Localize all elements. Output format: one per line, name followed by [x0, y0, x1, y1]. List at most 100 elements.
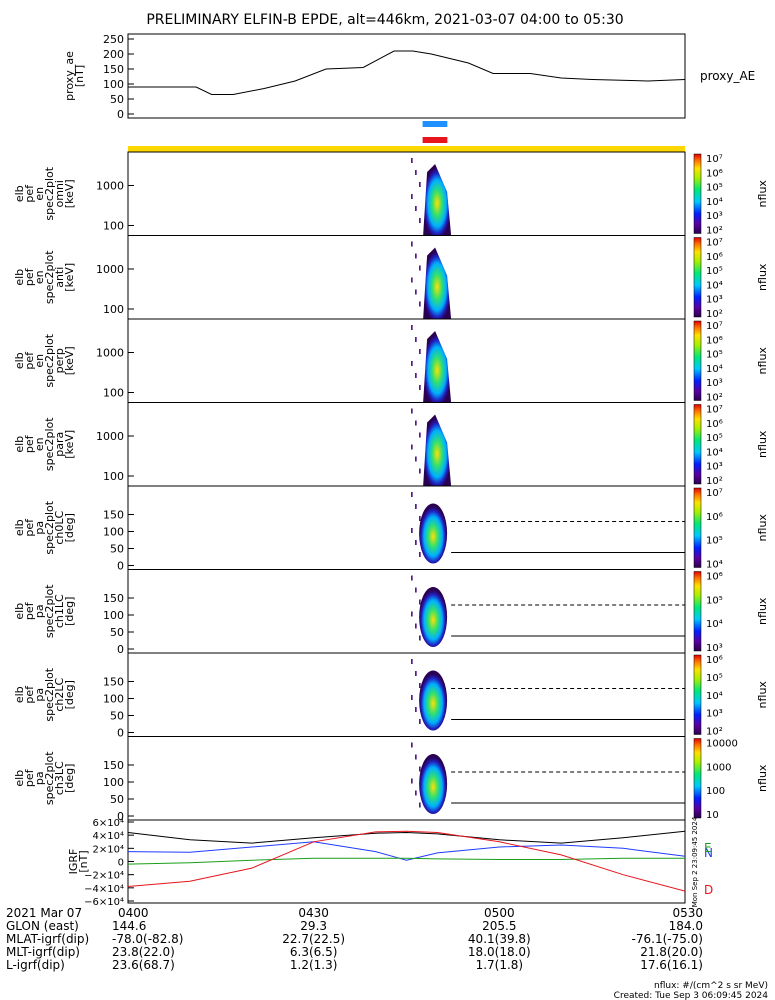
- colorbar-tick-label: 10⁴: [706, 619, 723, 630]
- x-tick-label: 0500: [484, 906, 515, 920]
- axis-label-line: pa: [33, 604, 46, 618]
- colorbar: [693, 404, 702, 485]
- igrf-legend-label: E: [704, 841, 712, 855]
- colorbar-tick-label: 10⁴: [706, 280, 723, 291]
- plot-title: PRELIMINARY ELFIN-B EPDE, alt=446km, 202…: [146, 12, 623, 28]
- y-tick-label: 1000: [96, 263, 124, 276]
- colorbar-tick-label: 10⁶: [706, 252, 723, 263]
- axis-label-line: [deg]: [63, 513, 76, 542]
- y-tick-label: 150: [103, 592, 124, 605]
- colorbar-tick-label: 10⁴: [706, 691, 723, 702]
- colorbar-label: nflux: [756, 681, 769, 709]
- colorbar-tick-label: 10⁴: [706, 447, 723, 458]
- x-tick-label: 0530: [672, 906, 703, 920]
- y-tick-label: 100: [103, 387, 124, 400]
- orbit-row-value: 21.8(20.0): [640, 945, 703, 959]
- y-tick-label: 50: [110, 710, 124, 723]
- colorbar-label: nflux: [756, 764, 769, 792]
- colorbar-tick-label: 10⁶: [706, 419, 723, 430]
- axis-label-line: proxy_ae: [63, 51, 76, 101]
- axis-label-line: pef: [23, 184, 36, 203]
- data-speckle: [419, 683, 421, 688]
- data-speckle: [415, 707, 417, 712]
- panel-frame: [127, 151, 686, 236]
- data-speckle: [415, 504, 417, 509]
- y-tick-label: 0: [117, 810, 124, 823]
- axis-label-line: elb: [13, 686, 26, 703]
- data-speckle: [411, 778, 413, 784]
- colorbar-tick-label: 10²: [706, 393, 723, 404]
- colorbar-tick-label: 10⁷: [706, 238, 723, 249]
- axis-label-line: en: [33, 437, 46, 451]
- igrf-series-line: [127, 857, 685, 865]
- axis-label-line: spec2plot: [43, 166, 56, 220]
- axis-label-line: elb: [13, 185, 26, 202]
- orbit-row-value: 205.5: [482, 919, 516, 933]
- y-tick-label: 1000: [96, 347, 124, 360]
- x-tick-label: 0400: [118, 906, 149, 920]
- axis-label-line: elb: [13, 436, 26, 453]
- igrf-series-line: [127, 830, 686, 892]
- data-speckle: [411, 575, 413, 581]
- colorbar-tick-label: 10⁴: [706, 197, 723, 208]
- colorbar-tick-label: 10⁴: [706, 560, 723, 571]
- proxy-ae-frame: [127, 33, 686, 119]
- colorbar-tick-label: 10⁶: [706, 335, 723, 346]
- axis-label-line: ch0LC: [53, 511, 66, 545]
- orbit-row-label: 2021 Mar 07: [6, 906, 82, 920]
- axis-label-line: pef: [23, 351, 36, 370]
- y-tick-label: −2×10⁴: [84, 871, 124, 882]
- orbit-row-value: 17.6(16.1): [640, 958, 703, 972]
- y-tick-label: −6×10⁴: [84, 897, 124, 908]
- data-speckle: [419, 385, 421, 390]
- data-speckle: [415, 540, 417, 545]
- colorbar-tick-label: 10⁶: [706, 655, 723, 666]
- colorbar-tick-label: 10⁴: [706, 364, 723, 375]
- y-tick-label: 100: [103, 220, 124, 233]
- colorbar-tick-label: 100: [706, 786, 725, 797]
- spectrogram-panel: nflux: [127, 235, 769, 320]
- spectrogram-flux-region: [419, 754, 448, 814]
- colorbar-tick-label: 1000: [706, 762, 731, 773]
- y-tick-label: 4×10⁴: [93, 831, 124, 842]
- orbit-row-value: 29.3: [300, 919, 327, 933]
- colorbar-label: nflux: [756, 430, 769, 458]
- y-tick-label: 0: [118, 858, 124, 869]
- orbit-row-value: -78.0(-82.8): [112, 932, 183, 946]
- colorbar-tick-label: 10⁵: [706, 350, 723, 361]
- y-tick-label: 150: [103, 509, 124, 522]
- spectrogram-panel: nflux: [127, 485, 769, 570]
- spectrogram-flux-region: [419, 670, 448, 731]
- orbit-row-value: 1.2(1.3): [290, 958, 338, 972]
- panel-frame: [127, 652, 686, 737]
- colorbar: [693, 654, 702, 735]
- colorbar-tick-label: 10⁵: [706, 673, 723, 684]
- orbit-row-value: 23.6(68.7): [112, 958, 175, 972]
- axis-label-line: spec2plot: [43, 333, 56, 387]
- spectrogram-flux-region: [423, 247, 452, 319]
- science-zone-bar: [128, 146, 685, 152]
- axis-label-line: [keV]: [63, 263, 76, 292]
- axis-label-line: en: [33, 354, 46, 368]
- data-speckle: [419, 516, 421, 521]
- data-speckle: [419, 265, 421, 271]
- orbit-row-value: 1.7(1.8): [476, 958, 524, 972]
- axis-label-line: para: [53, 432, 66, 457]
- axis-label-line: pef: [23, 601, 36, 620]
- orbit-row-value: 23.8(22.0): [112, 945, 175, 959]
- data-speckle: [411, 277, 413, 283]
- colorbar-tick-label: 10⁵: [706, 595, 723, 606]
- colorbar-tick-label: 10⁷: [706, 154, 723, 165]
- orbit-row-label: MLT-igrf(dip): [6, 945, 80, 959]
- orbit-row-label: GLON (east): [6, 919, 79, 933]
- colorbar-tick-label: 10⁵: [706, 183, 723, 194]
- orbit-row-value: 18.0(18.0): [468, 945, 531, 959]
- data-speckle: [419, 468, 421, 474]
- colorbar-tick-label: 10: [706, 810, 719, 821]
- spectrogram-flux-region: [419, 503, 448, 564]
- colorbar-tick-label: 10⁶: [706, 512, 723, 523]
